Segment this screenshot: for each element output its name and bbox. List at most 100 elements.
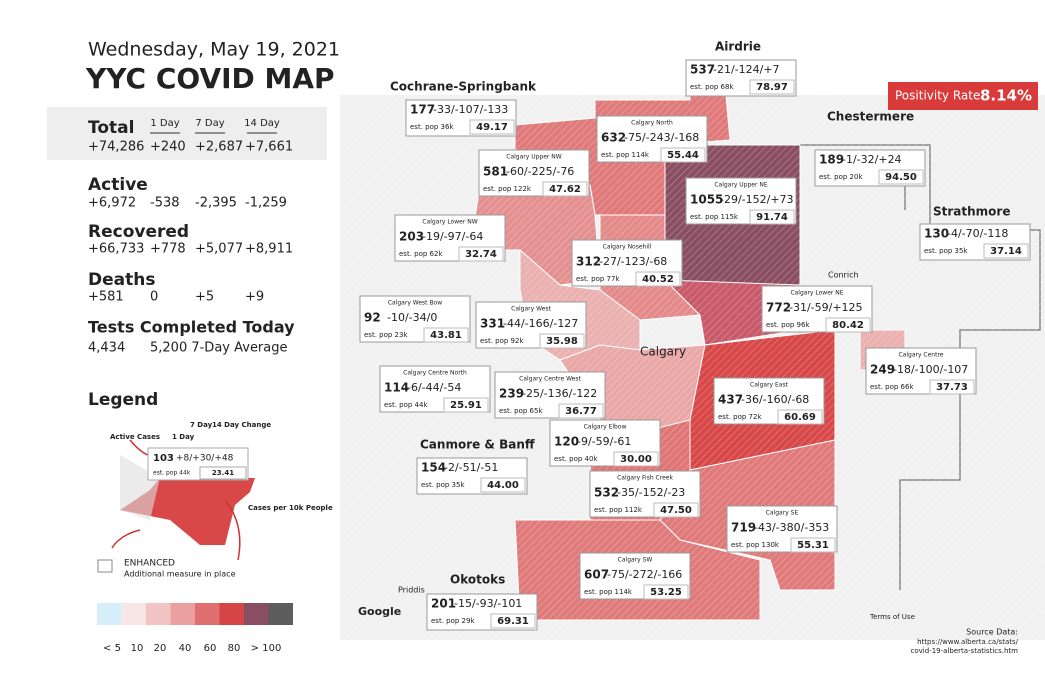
region-box (814, 149, 926, 187)
region-pop: est. pop 29k (431, 617, 475, 625)
region-name: Calgary East (750, 382, 789, 389)
region-box (726, 505, 838, 553)
scale-swatch (219, 603, 244, 625)
region-active: 437 (718, 393, 743, 407)
region-name: Cochrane-Springbank (390, 80, 537, 94)
region-box (919, 223, 1031, 261)
region-active: 1055 (690, 193, 723, 207)
stat-value: +8,911 (245, 242, 293, 257)
stat-value: +9 (245, 290, 264, 305)
region-name: Calgary SW (618, 557, 653, 564)
region-rate: 80.42 (832, 320, 864, 331)
legend-note: Active Cases (110, 433, 160, 441)
region-box (865, 347, 977, 395)
region-pop: est. pop 20k (819, 173, 863, 181)
region-rate: 47.50 (660, 505, 692, 516)
region-active: 154 (421, 461, 446, 475)
legend-note: 14 Day Change (212, 421, 271, 429)
region-rate-box (929, 379, 975, 395)
region-rate-box (490, 613, 536, 629)
region-active: 189 (819, 153, 844, 167)
region-name: Canmore & Banff (420, 438, 535, 452)
region-name: Calgary Centre (898, 352, 943, 359)
stat-value: +7,661 (245, 140, 293, 155)
scale-label: 20 (154, 643, 167, 654)
region-rate: 60.69 (784, 412, 816, 423)
region-box (571, 239, 683, 287)
region-pop: est. pop 40k (554, 455, 598, 463)
region-pop: est. pop 130k (731, 541, 780, 549)
region-active: 532 (594, 486, 619, 500)
stat-value: +240 (150, 140, 186, 155)
region-rate-box (469, 119, 515, 135)
region-changes: -27/-123/-68 (599, 255, 667, 268)
region-rate: 91.74 (756, 212, 788, 223)
region-rate: 44.00 (487, 480, 519, 491)
region-rate: 47.62 (549, 184, 581, 195)
stat-value: -538 (150, 196, 180, 211)
region-rate: 49.17 (476, 122, 508, 133)
scale-label: < 5 (103, 643, 121, 654)
region-name: Calgary SE (766, 510, 799, 517)
region-rate-box (635, 271, 681, 287)
region-active: 130 (924, 227, 949, 241)
region-active: 607 (584, 568, 609, 582)
region-box (579, 552, 691, 600)
region-box (405, 99, 517, 137)
map-credit: Terms of Use (869, 613, 915, 621)
region-active: 719 (731, 521, 756, 535)
region-box (359, 295, 471, 343)
stat-value: +5,077 (195, 242, 243, 257)
region-changes: -44/-166/-127 (503, 317, 578, 330)
region-active: 239 (499, 387, 524, 401)
column-header: 7 Day (195, 118, 224, 129)
scale-swatch (97, 603, 122, 625)
region-changes: -9/-59/-61 (577, 435, 631, 448)
region-active: 581 (483, 165, 508, 179)
total-row-background (47, 107, 327, 160)
region-name: Calgary Fish Creek (617, 475, 673, 482)
scale-swatch (244, 603, 269, 625)
region-changes: -4/-70/-118 (947, 227, 1008, 240)
region-changes: -29/-152/+73 (720, 193, 794, 206)
region-name: Calgary North (631, 120, 673, 127)
region-changes: -43/-380/-353 (754, 521, 829, 534)
legend-hatch (120, 455, 160, 520)
region-rate: 78.97 (756, 82, 788, 93)
region-box (713, 377, 825, 425)
region-rate: 53.25 (650, 587, 682, 598)
region-rate-box (539, 333, 585, 349)
region-box (685, 59, 797, 97)
region-pop: est. pop 35k (924, 247, 968, 255)
region-active: 114 (384, 381, 409, 395)
region-name: Okotoks (450, 573, 505, 587)
region-rate: 37.14 (990, 246, 1022, 257)
region-name: Strathmore (933, 205, 1010, 219)
region-pop: est. pop 114k (584, 588, 633, 596)
positivity-badge (888, 82, 1038, 110)
scale-label: 40 (179, 643, 192, 654)
source-label: Source Data: (966, 628, 1018, 637)
region-pop: est. pop 122k (483, 185, 532, 193)
region-pop: est. pop 77k (576, 275, 620, 283)
stat-label: Active (88, 175, 148, 195)
region-rate: 25.91 (450, 400, 482, 411)
scale-swatch (195, 603, 220, 625)
region-pop: est. pop 72k (718, 413, 762, 421)
enhanced-note: Additional measure in place (124, 570, 236, 579)
map-credit: Google (358, 605, 401, 618)
region-box (596, 115, 708, 163)
region-rate-box (643, 584, 689, 600)
region-changes: -18/-100/-107 (893, 363, 968, 376)
stat-value: +581 (88, 290, 124, 305)
region-changes: -33/-107/-133 (433, 103, 508, 116)
region-rate-box (443, 397, 489, 413)
legend-arrow (111, 529, 141, 549)
region-name: Calgary West Bow (388, 300, 442, 307)
region-rate-box (613, 451, 659, 467)
region-active: 249 (870, 363, 895, 377)
region-active: 312 (576, 255, 601, 269)
legend-title: Legend (88, 390, 158, 410)
region-pop: est. pop 44k (384, 401, 428, 409)
region-name: Calgary Lower NW (422, 219, 477, 226)
